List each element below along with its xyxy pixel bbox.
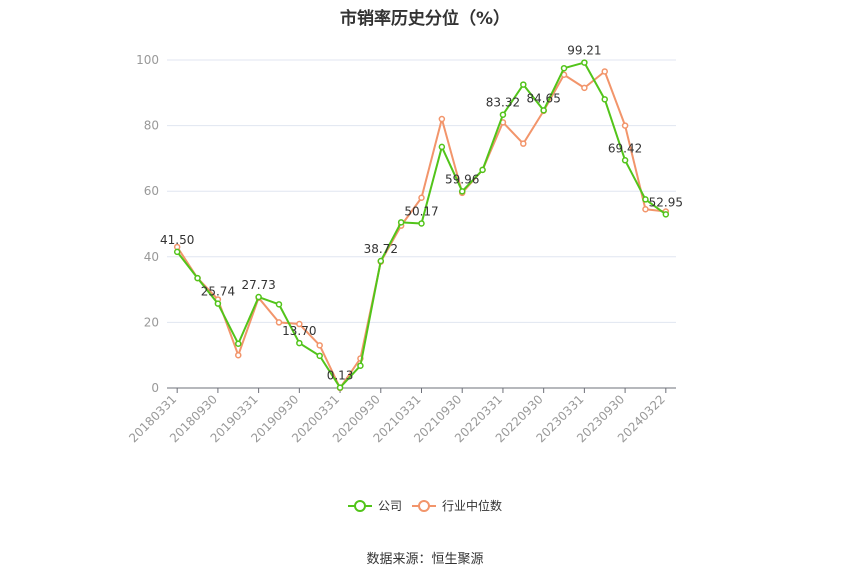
data-labels: 41.50 25.74 27.73 13.70 0.13 38.72 50.17 59.96 8… [160,44,683,383]
data-point[interactable] [540,107,547,114]
data-point[interactable] [194,274,201,282]
data-label: 41.50 [160,233,194,247]
data-point[interactable] [621,157,629,164]
data-point[interactable] [458,188,466,195]
series-line-industry-median [176,70,666,389]
data-point[interactable] [642,205,649,213]
data-label: 27.73 [241,278,275,292]
legend-label: 行业中位数 [442,498,502,513]
axes: 0204060801002018033120180930201903312019… [126,53,676,445]
data-label: 52.95 [649,195,683,209]
legend-item-industry-median[interactable]: 行业中位数 [412,498,502,513]
y-tick-label: 20 [144,315,159,329]
legend-marker [354,500,366,512]
data-point[interactable] [581,59,588,66]
data-point[interactable] [479,166,486,174]
data-point[interactable] [499,111,507,118]
data-label: 0.13 [327,369,354,383]
y-tick-label: 100 [136,53,159,67]
data-point[interactable] [214,300,222,307]
data-label: 69.42 [608,141,642,155]
data-label: 84.65 [526,91,560,105]
data-point[interactable] [662,211,670,218]
data-point[interactable] [438,143,446,151]
data-point[interactable] [275,301,283,308]
data-point[interactable] [642,196,649,203]
data-point[interactable] [520,140,527,147]
data-point[interactable] [438,115,446,123]
data-point[interactable] [621,122,629,129]
data-point[interactable] [235,351,242,359]
data-source-note: 数据来源：恒生聚源 [366,552,484,567]
series-lines [173,59,670,392]
data-point[interactable] [377,257,385,265]
data-point[interactable] [296,339,303,347]
data-point[interactable] [275,319,283,326]
data-point[interactable] [316,352,323,360]
data-label: 38.72 [364,242,398,256]
legend-marker [418,500,430,512]
data-point[interactable] [296,320,303,328]
data-point[interactable] [397,219,405,226]
data-point[interactable] [581,84,588,92]
chart-title: 市销率历史分位（%） [339,9,511,29]
legend-item-company[interactable]: 公司 [348,499,402,513]
data-point[interactable] [560,64,568,72]
data-label: 50.17 [404,204,438,218]
y-tick-label: 80 [144,119,159,133]
data-point[interactable] [601,96,608,103]
y-tick-label: 60 [144,184,159,198]
data-point[interactable] [520,81,527,88]
y-tick-label: 0 [151,381,159,395]
data-point[interactable] [316,342,323,349]
data-point[interactable] [173,248,181,256]
data-point[interactable] [418,194,425,202]
data-point[interactable] [255,293,262,301]
data-point[interactable] [336,384,344,391]
data-point[interactable] [235,340,242,347]
y-tick-label: 40 [144,250,159,264]
legend: 公司 行业中位数 [348,498,502,513]
legend-label: 公司 [378,499,402,513]
grid-lines [167,59,676,323]
data-label: 59.96 [445,172,479,186]
data-label: 99.21 [567,44,601,58]
data-label: 83.32 [486,96,520,110]
data-point[interactable] [418,220,425,227]
data-point[interactable] [357,362,364,369]
data-label: 13.70 [282,324,316,338]
data-label: 25.74 [201,285,235,299]
data-point[interactable] [601,68,608,75]
